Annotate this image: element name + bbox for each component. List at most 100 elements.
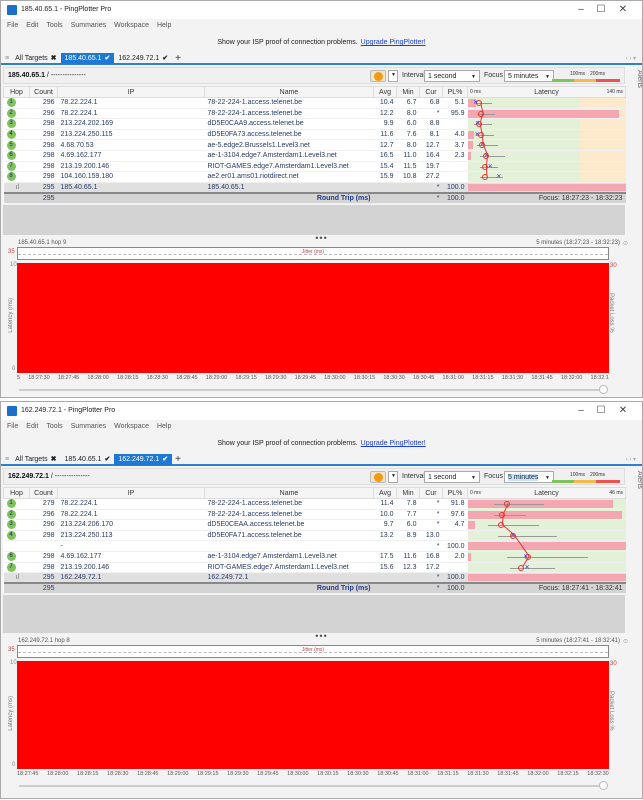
menu-summaries[interactable]: Summaries	[70, 21, 107, 29]
column-header-avg[interactable]: Avg	[373, 86, 397, 98]
maximize-button[interactable]: ☐	[596, 4, 606, 15]
menu-edit[interactable]: Edit	[26, 21, 39, 29]
column-header-ip[interactable]: IP	[57, 86, 205, 98]
menu-file[interactable]: File	[7, 422, 19, 430]
time-tick-label: 18:30:00	[287, 771, 309, 778]
hop-row[interactable]: 6 298 4.69.162.177 ae-1-3104.edge7.Amsterda…	[3, 150, 626, 162]
tab-scroll-icon[interactable]: ‹ › ▾	[625, 56, 636, 62]
menu-help[interactable]: Help	[156, 422, 172, 430]
hop-row[interactable]: - * 100.0	[3, 540, 626, 552]
column-header-cur[interactable]: Cur	[419, 487, 443, 499]
graph-settings-icon[interactable]: ⊙	[622, 241, 628, 247]
graph-icon[interactable]: ıl	[15, 574, 20, 582]
upgrade-link[interactable]: Upgrade PingPlotter!	[360, 440, 426, 447]
count-cell: 298	[29, 551, 58, 563]
menu-tools[interactable]: Tools	[46, 422, 63, 430]
pause-dropdown[interactable]: ▼	[388, 70, 398, 82]
column-header-plpct[interactable]: PL%	[442, 86, 468, 98]
column-header-count[interactable]: Count	[29, 487, 58, 499]
close-icon[interactable]: ✖	[50, 54, 57, 62]
hop-row[interactable]: 5 298 4.68.70.53 ae-5.edge2.Brussels1.Level…	[3, 139, 626, 151]
alerts-panel-tab[interactable]: Alerts	[636, 70, 643, 88]
check-icon[interactable]: ✔	[162, 54, 169, 62]
hop-row[interactable]: 4 298 213.224.250.113 dD5E0FA71.access.tele…	[3, 530, 626, 542]
hop-row[interactable]: 3 296 213.224.206.170 dD5E0CEAA.access.tele…	[3, 519, 626, 531]
tab-all-targets[interactable]: All Targets ✖	[11, 53, 60, 64]
menu-edit[interactable]: Edit	[26, 422, 39, 430]
tab-all-targets[interactable]: All Targets ✖	[11, 454, 60, 465]
focus-select[interactable]: 5 minutes ▼	[504, 471, 554, 483]
maximize-button[interactable]: ☐	[596, 405, 606, 416]
time-scroll-slider[interactable]	[19, 785, 604, 788]
minimize-button[interactable]: –	[578, 4, 584, 15]
column-header-count[interactable]: Count	[29, 86, 58, 98]
pause-button[interactable]	[370, 70, 386, 82]
close-button[interactable]: ✕	[618, 4, 628, 15]
hop-row[interactable]: 8 298 104.160.159.180 ae2.er01.ams01.riotdi…	[3, 171, 626, 183]
column-header-latency[interactable]: 0 ms Latency 140 ms	[467, 86, 626, 98]
hop-row[interactable]: 2 296 78.22.224.1 78-22-224-1.access.telene…	[3, 509, 626, 521]
pl-cell	[442, 171, 468, 183]
menu-workspace[interactable]: Workspace	[114, 422, 149, 430]
column-header-name[interactable]: Name	[204, 487, 374, 499]
check-icon[interactable]: ✔	[104, 54, 111, 62]
graph-settings-icon[interactable]: ⊙	[622, 639, 628, 646]
menu-help[interactable]: Help	[156, 21, 172, 29]
upgrade-link[interactable]: Upgrade PingPlotter!	[360, 39, 426, 46]
pl-cell	[442, 562, 468, 574]
graph-icon[interactable]: ıl	[15, 183, 20, 191]
y-axis-label: Latency (ms)	[8, 696, 14, 732]
interval-select[interactable]: 1 second ▼	[424, 471, 480, 483]
check-icon[interactable]: ✔	[162, 455, 169, 463]
menu-file[interactable]: File	[7, 21, 19, 29]
tab-185-40-65-1[interactable]: 185.40.65.1 ✔	[61, 454, 115, 465]
name-cell: dD5E0CAA9.access.telenet.be	[204, 118, 374, 130]
hop-row[interactable]: 7 298 213.19.200.146 RIOT-GAMES.edge7.Amste…	[3, 562, 626, 574]
slider-handle[interactable]	[599, 385, 608, 394]
pl-cell: 97.6	[442, 509, 468, 521]
column-header-avg[interactable]: Avg	[373, 487, 397, 499]
pause-dropdown[interactable]: ▼	[388, 471, 398, 483]
minimize-button[interactable]: –	[578, 405, 584, 416]
focus-select[interactable]: 5 minutes ▼	[504, 70, 554, 82]
tab-162-249-72-1[interactable]: 162.249.72.1 ✔	[114, 453, 173, 465]
splitter-handle[interactable]: •••	[315, 233, 328, 243]
target-row[interactable]: ıl 295 185.40.65.1 185.40.65.1 * 100.0	[3, 182, 626, 194]
hop-row[interactable]: 1 279 78.22.224.1 78-22-224-1.access.telene…	[3, 498, 626, 510]
pause-button[interactable]	[370, 471, 386, 483]
column-header-name[interactable]: Name	[204, 86, 374, 98]
close-button[interactable]: ✕	[618, 405, 628, 416]
add-tab-icon[interactable]: +	[175, 52, 181, 64]
tab-scroll-icon[interactable]: ‹ › ▾	[625, 457, 636, 463]
column-header-plpct[interactable]: PL%	[442, 487, 468, 499]
hop-row[interactable]: 1 296 78.22.224.1 78-22-224-1.access.telene…	[3, 97, 626, 109]
hop-row[interactable]: 2 296 78.22.224.1 78-22-224-1.access.telene…	[3, 108, 626, 120]
pl-cell: 2.0	[442, 551, 468, 563]
close-icon[interactable]: ✖	[50, 455, 57, 463]
hop-row[interactable]: 4 298 213.224.250.115 dD5E0FA73.access.tele…	[3, 129, 626, 141]
splitter-handle[interactable]: •••	[315, 631, 328, 642]
column-header-hop[interactable]: Hop	[3, 86, 30, 98]
menu-tools[interactable]: Tools	[46, 21, 63, 29]
column-header-min[interactable]: Min	[396, 86, 420, 98]
column-header-latency[interactable]: 0 ms Latency 46 ms	[467, 487, 626, 499]
hop-row[interactable]: 7 298 213.19.200.146 RIOT-GAMES.edge7.Amste…	[3, 161, 626, 173]
column-header-min[interactable]: Min	[396, 487, 420, 499]
target-row[interactable]: ıl 295 162.249.72.1 162.249.72.1 * 100.0	[3, 572, 626, 584]
hop-row[interactable]: 6 298 4.69.162.177 ae-1-3104.edge7.Amsterda…	[3, 551, 626, 563]
interval-select[interactable]: 1 second ▼	[424, 70, 480, 82]
interval-value: 1 second	[428, 73, 457, 80]
tab-162-249-72-1[interactable]: 162.249.72.1 ✔	[114, 53, 172, 64]
add-tab-icon[interactable]: +	[175, 453, 181, 465]
menu-summaries[interactable]: Summaries	[70, 422, 107, 430]
column-header-ip[interactable]: IP	[57, 487, 205, 499]
time-scroll-slider[interactable]	[19, 389, 604, 391]
slider-handle[interactable]	[599, 781, 608, 791]
column-header-cur[interactable]: Cur	[419, 86, 443, 98]
column-header-hop[interactable]: Hop	[3, 487, 30, 499]
check-icon[interactable]: ✔	[104, 455, 111, 463]
alerts-panel-tab[interactable]: Alerts	[636, 471, 643, 489]
tab-185-40-65-1[interactable]: 185.40.65.1 ✔	[60, 52, 115, 64]
hop-row[interactable]: 3 298 213.224.202.169 dD5E0CAA9.access.tele…	[3, 118, 626, 130]
menu-workspace[interactable]: Workspace	[114, 21, 149, 29]
